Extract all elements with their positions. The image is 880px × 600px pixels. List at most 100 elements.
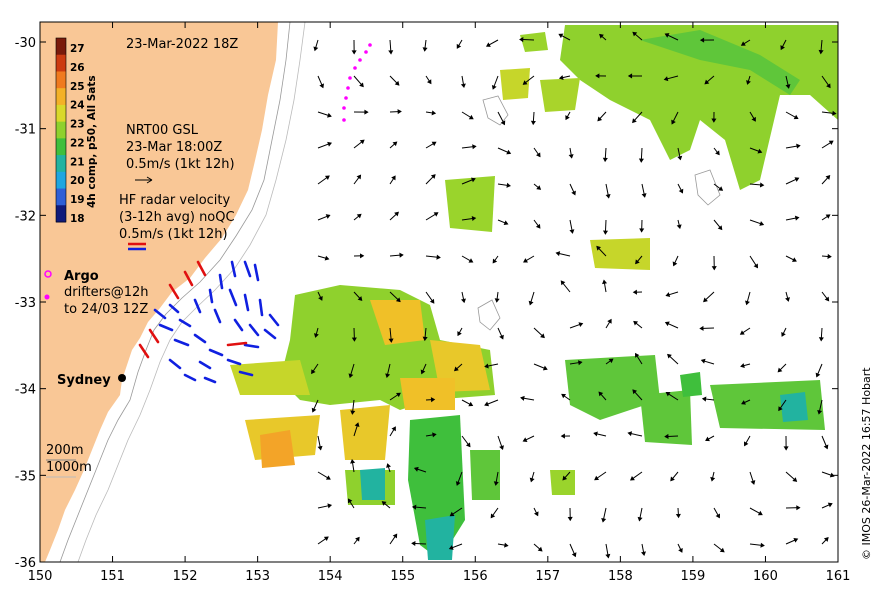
current-arrow-head xyxy=(504,542,509,548)
contour-200m-label: 200m xyxy=(46,443,83,458)
colorbar-tick-label: 25 xyxy=(70,81,85,93)
current-arrow-head xyxy=(397,109,402,115)
plot-frame xyxy=(39,21,839,563)
current-arrow-head xyxy=(794,215,800,221)
current-arrow-head xyxy=(411,504,417,510)
current-arrow-head xyxy=(351,50,357,55)
current-arrow-head xyxy=(664,321,670,327)
current-scale-arrow xyxy=(135,176,153,184)
current-arrow-head xyxy=(751,116,756,122)
current-arrow-head xyxy=(664,433,669,439)
current-arrow-head xyxy=(715,513,720,519)
current-arrow-head xyxy=(757,148,763,154)
current-arrow-head xyxy=(327,141,333,147)
colorbar-tick-label: 21 xyxy=(70,156,85,168)
current-arrow-head xyxy=(356,213,362,219)
current-arrow-head xyxy=(602,230,609,235)
current-arrow-head xyxy=(431,110,437,116)
current-arrow-head xyxy=(828,140,834,146)
current-arrow-head xyxy=(522,80,528,85)
current-arrow-head xyxy=(741,400,746,405)
current-arrow-head xyxy=(671,119,676,125)
current-arrow-head xyxy=(750,480,756,485)
drifter-icon xyxy=(44,294,50,300)
current-arrow-head xyxy=(824,296,830,302)
current-arrow-head xyxy=(718,186,724,191)
hf-radar-coastal-red xyxy=(138,260,248,359)
current-arrow-head xyxy=(490,513,496,519)
current-arrow-head xyxy=(781,331,786,337)
current-arrow-head xyxy=(825,214,831,219)
argo-label: Argo xyxy=(64,269,99,284)
current-legend-scale: 0.5m/s (1kt 12h) xyxy=(126,157,235,172)
current-arrow-head xyxy=(664,33,670,38)
current-arrow-head xyxy=(817,409,823,415)
x-tick-label: 150 xyxy=(28,569,53,584)
x-tick-label: 152 xyxy=(173,569,198,584)
current-arrow-head xyxy=(325,214,331,219)
current-arrow-head xyxy=(715,150,720,156)
current-arrow-head xyxy=(753,263,758,269)
current-arrow-head xyxy=(364,109,369,115)
hf-legend-sub: (3-12h avg) noQC xyxy=(119,210,235,225)
current-arrow-head xyxy=(578,322,584,328)
colorbar-swatch xyxy=(56,88,66,106)
y-tick-label: -36 xyxy=(15,556,36,571)
current-arrow-head xyxy=(432,432,437,438)
current-arrow-head xyxy=(318,295,323,301)
colorbar-swatch xyxy=(56,171,66,190)
colorbar-tick-label: 19 xyxy=(70,194,85,206)
x-tick-label: 156 xyxy=(463,569,488,584)
current-arrow-head xyxy=(317,445,323,451)
current-arrow-head xyxy=(627,431,633,437)
current-arrow-head xyxy=(436,254,441,260)
current-arrow-head xyxy=(796,505,801,511)
current-arrow-head xyxy=(499,334,504,340)
current-arrow-head xyxy=(411,540,416,547)
colorbar-tick-label: 24 xyxy=(70,100,85,112)
current-arrow-head xyxy=(677,155,683,161)
x-tick-label: 151 xyxy=(100,569,125,584)
current-arrow-head xyxy=(778,406,783,412)
current-arrow-head xyxy=(641,551,646,556)
current-arrow-head xyxy=(783,446,789,451)
current-arrow-head xyxy=(746,80,751,85)
current-arrow-head xyxy=(392,533,398,539)
current-arrow-head xyxy=(700,358,706,364)
current-arrow-head xyxy=(558,75,564,81)
current-arrow-head xyxy=(324,175,330,180)
current-arrow-head xyxy=(351,337,357,342)
y-tick-label: -33 xyxy=(15,296,36,311)
current-arrow-head xyxy=(523,258,528,263)
current-arrow-head xyxy=(313,46,319,52)
hf-legend-scale: 0.5m/s (1kt 12h) xyxy=(119,227,228,242)
hf-radar-vectors xyxy=(153,260,280,384)
x-axis: 150 151 152 153 154 155 156 157 158 159 160 161 xyxy=(28,22,850,584)
current-arrow-head xyxy=(537,546,543,552)
current-arrow-head xyxy=(759,221,765,226)
current-arrow-head xyxy=(456,43,462,49)
current-arrow-head xyxy=(635,259,640,265)
x-tick-label: 160 xyxy=(753,569,778,584)
current-arrow-head xyxy=(663,76,669,82)
x-tick-label: 154 xyxy=(318,569,343,584)
current-arrow-head xyxy=(460,83,466,89)
current-arrow-head xyxy=(826,83,831,89)
contour-200m xyxy=(59,21,291,563)
current-arrow-head xyxy=(710,476,716,482)
current-arrow-head xyxy=(759,182,765,188)
current-arrow-head xyxy=(608,358,614,364)
y-tick-label: -30 xyxy=(15,36,36,51)
current-arrow-head xyxy=(468,258,474,263)
current-arrow-head xyxy=(385,373,391,379)
x-tick-label: 158 xyxy=(608,569,633,584)
current-arrow-head xyxy=(665,292,671,298)
current-arrow-head xyxy=(431,141,437,147)
current-arrow-head xyxy=(325,475,331,480)
current-arrow-head xyxy=(665,392,671,397)
current-arrow-head xyxy=(540,333,545,339)
current-arrow-head xyxy=(319,83,325,89)
current-arrow-head xyxy=(519,37,524,43)
current-arrow-head xyxy=(632,31,638,37)
y-tick-label: -32 xyxy=(15,209,36,224)
